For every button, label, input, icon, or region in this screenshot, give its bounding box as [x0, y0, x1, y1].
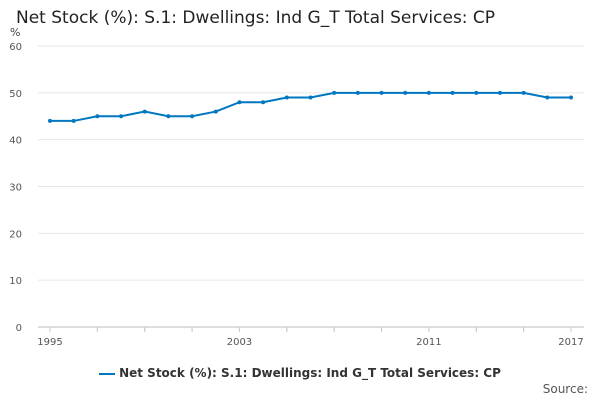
- y-tick-label: 60: [9, 42, 22, 53]
- legend-swatch: [99, 372, 116, 375]
- data-point: [474, 90, 479, 95]
- data-point: [213, 109, 218, 114]
- data-point: [521, 90, 526, 95]
- legend[interactable]: Net Stock (%): S.1: Dwellings: Ind G_T T…: [0, 366, 600, 380]
- data-point: [403, 90, 408, 95]
- data-point: [261, 100, 266, 105]
- data-point: [190, 114, 195, 119]
- y-tick-label: 50: [9, 89, 22, 100]
- data-point: [545, 95, 550, 100]
- data-point: [426, 90, 431, 95]
- y-axis-label: %: [10, 26, 21, 39]
- data-point: [119, 114, 124, 119]
- data-point: [379, 90, 384, 95]
- y-tick-label: 20: [9, 229, 22, 240]
- source-label: Source:: [542, 382, 588, 396]
- data-point: [332, 90, 337, 95]
- y-tick-label: 40: [9, 136, 22, 147]
- data-point: [48, 118, 52, 123]
- data-point: [95, 114, 100, 119]
- y-tick-label: 30: [9, 183, 22, 194]
- data-point: [71, 118, 76, 123]
- data-point: [497, 90, 502, 95]
- y-tick-label: 0: [16, 323, 22, 334]
- data-point: [142, 109, 147, 114]
- data-point: [284, 95, 289, 100]
- y-tick-label: 10: [9, 276, 22, 287]
- data-point: [166, 114, 171, 119]
- data-point: [355, 90, 360, 95]
- data-point: [450, 90, 455, 95]
- x-tick-label: 2011: [416, 337, 441, 348]
- data-point: [308, 95, 313, 100]
- x-tick-label: 2003: [227, 337, 252, 348]
- data-point: [237, 100, 242, 105]
- x-tick-label: 2017: [558, 337, 583, 348]
- chart-title: Net Stock (%): S.1: Dwellings: Ind G_T T…: [16, 8, 496, 28]
- legend-label: Net Stock (%): S.1: Dwellings: Ind G_T T…: [119, 366, 501, 380]
- x-tick-label: 1995: [37, 337, 62, 348]
- data-point: [569, 95, 573, 100]
